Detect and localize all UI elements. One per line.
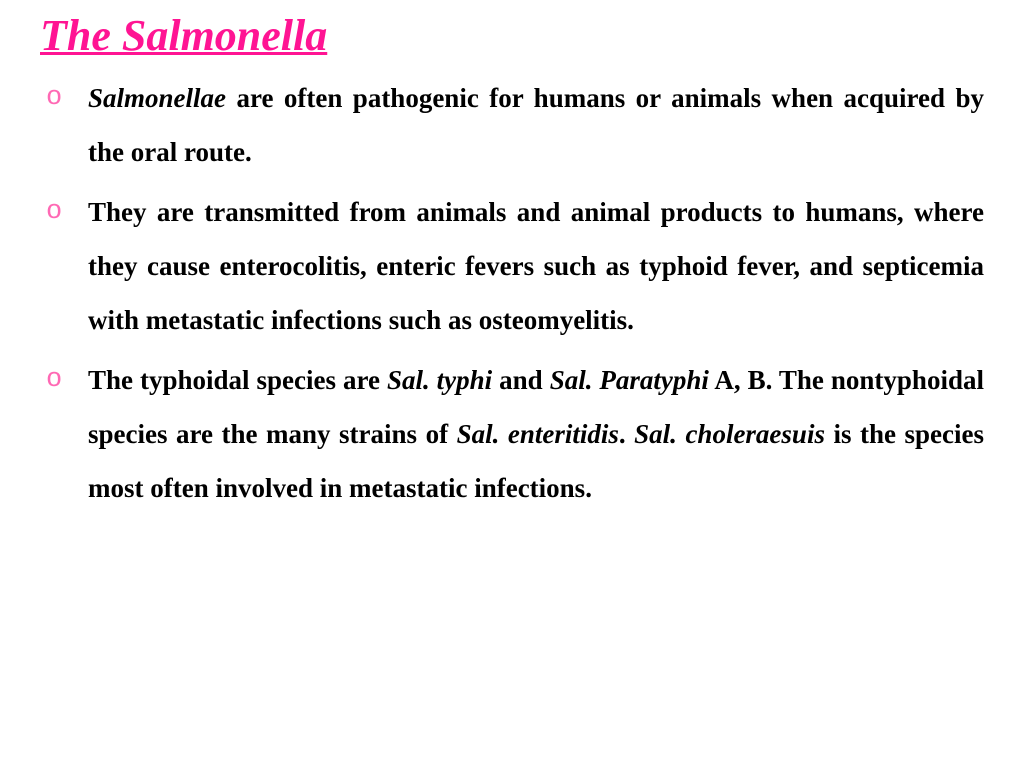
text-run: Sal. Paratyphi [550, 365, 709, 395]
text-run: Sal. typhi [387, 365, 492, 395]
text-run: Sal. choleraesuis [634, 419, 825, 449]
text-run: They are transmitted from animals and an… [88, 197, 984, 335]
list-item: They are transmitted from animals and an… [40, 185, 984, 347]
text-run: . [619, 419, 634, 449]
text-run: The typhoidal species are [88, 365, 387, 395]
text-run: Sal. enteritidis [457, 419, 619, 449]
text-run: Salmonellae [88, 83, 226, 113]
text-run: and [492, 365, 550, 395]
bullet-list: Salmonellae are often pathogenic for hum… [40, 71, 984, 515]
list-item: The typhoidal species are Sal. typhi and… [40, 353, 984, 515]
list-item: Salmonellae are often pathogenic for hum… [40, 71, 984, 179]
slide-title: The Salmonella [40, 10, 984, 61]
